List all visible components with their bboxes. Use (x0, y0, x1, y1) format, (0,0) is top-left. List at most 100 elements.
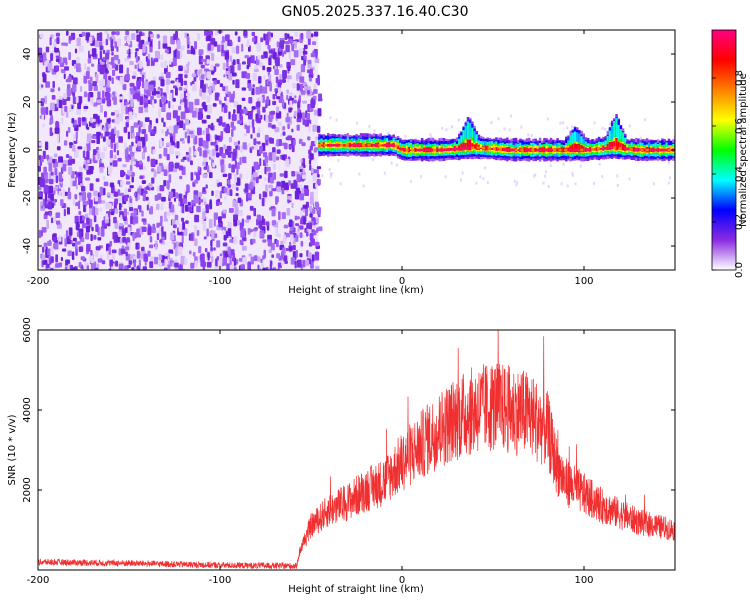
faint-cell (362, 184, 365, 188)
noise-cell (65, 79, 71, 83)
noise-cell (179, 93, 184, 100)
noise-cell (181, 206, 185, 214)
noise-cell (151, 168, 155, 172)
noise-cell (186, 128, 190, 135)
ridge-core (607, 146, 614, 150)
noise-cell (148, 206, 154, 215)
noise-cell (172, 224, 177, 229)
noise-cell (166, 113, 171, 119)
ridge-core (656, 148, 663, 152)
x-tick-label: -200 (27, 575, 50, 586)
noise-cell (45, 248, 48, 257)
ridge-cell (471, 143, 474, 149)
snr-xlabel: Height of straight line (km) (288, 584, 424, 595)
noise-cell (42, 198, 46, 207)
noise-cell (53, 153, 58, 158)
noise-cell (128, 145, 133, 152)
noise-cell (310, 52, 316, 58)
noise-cell (186, 48, 192, 55)
noise-cell (123, 126, 128, 133)
noise-cell (99, 45, 104, 51)
noise-cell (118, 136, 123, 143)
noise-cell (265, 162, 269, 167)
noise-cell (86, 151, 90, 160)
noise-cell (117, 195, 123, 202)
noise-cell (109, 192, 114, 199)
ridge-cell (556, 148, 559, 152)
noise-cell (158, 40, 161, 50)
noise-cell (296, 118, 302, 123)
faint-cell (644, 118, 647, 122)
noise-cell (220, 164, 224, 173)
noise-cell (242, 142, 247, 150)
noise-cell (247, 83, 252, 88)
noise-cell (272, 51, 277, 60)
noise-cell (212, 162, 216, 168)
noise-cell (167, 183, 170, 190)
noise-cell (218, 100, 222, 105)
noise-cell (82, 191, 87, 201)
noise-cell (211, 149, 216, 157)
noise-cell (174, 247, 178, 257)
noise-cell (138, 60, 143, 69)
noise-cell (228, 207, 234, 213)
noise-cell (264, 134, 269, 142)
noise-cell (100, 200, 106, 204)
noise-cell (278, 121, 282, 126)
noise-cell (107, 171, 112, 175)
noise-cell (260, 225, 263, 231)
noise-cell (250, 134, 253, 139)
noise-cell (276, 186, 282, 193)
noise-cell (229, 55, 233, 62)
noise-cell (202, 222, 207, 231)
noise-cell (91, 206, 95, 215)
noise-cell (152, 149, 156, 155)
noise-cell (278, 211, 281, 220)
noise-cell (249, 181, 254, 190)
noise-cell (99, 50, 103, 59)
noise-cell (90, 234, 93, 242)
noise-cell (57, 162, 63, 168)
noise-cell (223, 144, 226, 150)
noise-cell (206, 261, 212, 268)
noise-cell (244, 183, 249, 193)
noise-cell (191, 73, 197, 77)
noise-cell (279, 40, 285, 45)
noise-cell (125, 251, 128, 257)
noise-cell (258, 96, 263, 102)
noise-cell (106, 192, 111, 196)
noise-cell (103, 176, 106, 180)
noise-cell (118, 222, 124, 227)
noise-cell (161, 129, 164, 134)
ridge-cell (517, 149, 520, 152)
noise-cell (156, 34, 160, 39)
noise-cell (46, 220, 49, 229)
noise-cell (245, 73, 251, 79)
faint-cell (414, 137, 417, 141)
noise-cell (115, 91, 118, 98)
noise-cell (312, 269, 316, 270)
noise-cell (198, 246, 202, 254)
noise-cell (102, 136, 106, 142)
noise-cell (299, 38, 303, 44)
noise-cell (64, 105, 68, 112)
noise-cell (169, 92, 173, 100)
noise-cell (287, 65, 291, 72)
noise-cell (190, 45, 194, 55)
noise-cell (210, 240, 213, 247)
noise-cell (297, 227, 300, 233)
faint-cell (461, 171, 464, 175)
noise-cell (135, 197, 138, 202)
faint-cell (328, 168, 331, 172)
noise-cell (45, 106, 49, 115)
noise-cell (227, 184, 232, 188)
faint-cell (404, 134, 407, 138)
noise-cell (202, 140, 206, 148)
noise-cell (204, 140, 209, 149)
noise-cell (209, 150, 213, 157)
noise-cell (229, 239, 234, 243)
noise-cell (117, 231, 122, 237)
noise-cell (227, 221, 232, 229)
noise-cell (231, 46, 236, 54)
noise-cell (157, 86, 161, 90)
